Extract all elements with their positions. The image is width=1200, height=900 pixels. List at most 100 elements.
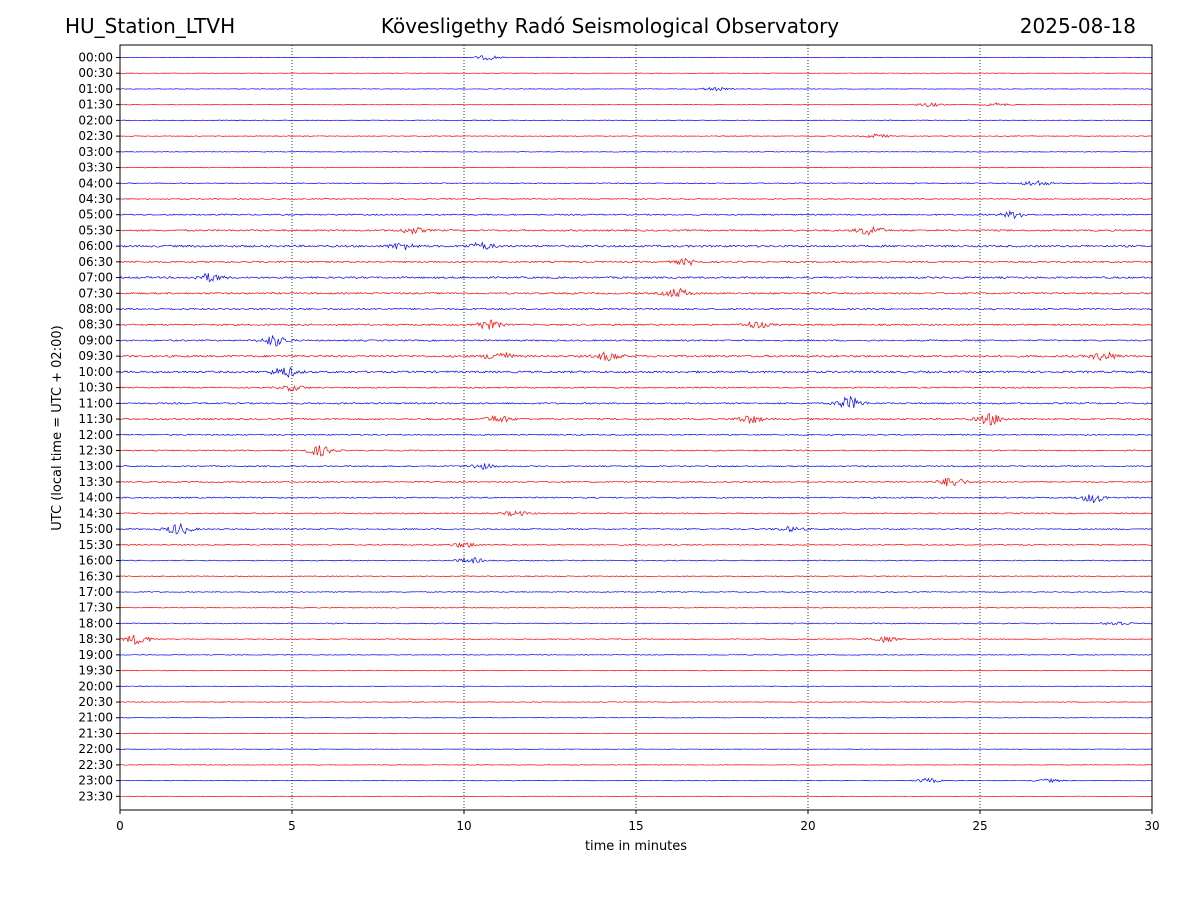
trace-0600	[119, 241, 1153, 251]
row-label-1830: 18:30	[78, 632, 113, 646]
trace-1100	[119, 395, 1153, 409]
row-label-0330: 03:30	[78, 161, 113, 175]
row-label-2330: 23:30	[78, 789, 113, 803]
x-tick-label: 10	[456, 819, 471, 833]
trace-1730	[119, 606, 1153, 609]
trace-0630	[119, 257, 1153, 267]
trace-0000	[119, 55, 1153, 61]
trace-1200	[119, 433, 1153, 436]
x-axis-label: time in minutes	[585, 839, 687, 854]
trace-0930	[119, 351, 1153, 362]
x-tick-label: 30	[1144, 819, 1159, 833]
row-label-1400: 14:00	[78, 491, 113, 505]
trace-0700	[119, 272, 1153, 283]
row-label-0630: 06:30	[78, 255, 113, 269]
row-label-1730: 17:30	[78, 601, 113, 615]
trace-0230	[119, 133, 1153, 139]
trace-0830	[119, 319, 1153, 330]
row-label-0600: 06:00	[78, 239, 113, 253]
x-tick-label: 5	[288, 819, 296, 833]
trace-2100	[119, 717, 1153, 719]
trace-1530	[119, 542, 1153, 548]
row-label-1800: 18:00	[78, 616, 113, 630]
trace-0300	[119, 151, 1153, 153]
plot-date: 2025-08-18	[1019, 14, 1136, 38]
trace-1900	[119, 654, 1153, 656]
trace-1800	[119, 621, 1153, 626]
row-label-1530: 15:30	[78, 538, 113, 552]
station-name: HU_Station_LTVH	[65, 14, 236, 38]
trace-2230	[119, 764, 1153, 766]
row-label-0200: 02:00	[78, 113, 113, 127]
trace-1630	[119, 575, 1153, 578]
row-label-0700: 07:00	[78, 271, 113, 285]
observatory-title: Kövesligethy Radó Seismological Observat…	[380, 14, 840, 38]
row-label-0230: 02:30	[78, 129, 113, 143]
row-label-0300: 03:00	[78, 145, 113, 159]
trace-0500	[119, 209, 1153, 220]
trace-2030	[119, 701, 1153, 703]
y-axis-label: UTC (local time = UTC + 02:00)	[50, 325, 65, 530]
row-label-2030: 20:30	[78, 695, 113, 709]
row-label-2300: 23:00	[78, 774, 113, 788]
row-label-0400: 04:00	[78, 176, 113, 190]
row-label-0800: 08:00	[78, 302, 113, 316]
row-label-0430: 04:30	[78, 192, 113, 206]
row-label-1330: 13:30	[78, 475, 113, 489]
trace-1500	[119, 522, 1153, 535]
trace-1930	[119, 669, 1153, 672]
row-label-0130: 01:30	[78, 98, 113, 112]
row-label-2100: 21:00	[78, 711, 113, 725]
trace-2000	[119, 685, 1153, 687]
trace-2130	[119, 732, 1153, 735]
row-label-1900: 19:00	[78, 648, 113, 662]
trace-0330	[119, 166, 1153, 169]
row-label-1230: 12:30	[78, 444, 113, 458]
row-label-1200: 12:00	[78, 428, 113, 442]
row-label-1600: 16:00	[78, 554, 113, 568]
trace-0130	[119, 102, 1153, 108]
trace-1230	[119, 445, 1153, 457]
row-label-0500: 05:00	[78, 208, 113, 222]
trace-0400	[119, 180, 1153, 187]
trace-1330	[119, 477, 1153, 487]
row-label-2130: 21:30	[78, 726, 113, 740]
trace-0800	[119, 307, 1153, 311]
trace-1000	[119, 366, 1153, 378]
row-label-1630: 16:30	[78, 569, 113, 583]
x-tick-label: 20	[800, 819, 815, 833]
trace-0530	[119, 225, 1153, 236]
row-label-0100: 01:00	[78, 82, 113, 96]
trace-0900	[119, 334, 1153, 347]
row-label-0900: 09:00	[78, 333, 113, 347]
trace-1700	[119, 591, 1153, 593]
x-tick-label: 15	[628, 819, 643, 833]
row-label-0930: 09:30	[78, 349, 113, 363]
trace-0730	[119, 287, 1153, 298]
row-label-1430: 14:30	[78, 506, 113, 520]
x-tick-label: 0	[116, 819, 124, 833]
trace-1130	[119, 412, 1153, 426]
trace-0100	[119, 86, 1153, 92]
trace-1400	[119, 494, 1153, 504]
x-axis-ticks: 0 5 10 15 20 25 30	[116, 810, 1160, 833]
row-label-1930: 19:30	[78, 664, 113, 678]
trace-0200	[119, 119, 1153, 122]
row-label-1700: 17:00	[78, 585, 113, 599]
trace-1030	[119, 385, 1153, 392]
trace-1430	[119, 510, 1153, 517]
row-label-1100: 11:00	[78, 396, 113, 410]
row-label-2230: 22:30	[78, 758, 113, 772]
row-label-0000: 00:00	[78, 51, 113, 65]
x-tick-label: 25	[972, 819, 987, 833]
trace-1830	[119, 634, 1153, 645]
row-label-1500: 15:00	[78, 522, 113, 536]
row-label-2000: 20:00	[78, 679, 113, 693]
row-label-1300: 13:00	[78, 459, 113, 473]
row-label-1030: 10:30	[78, 381, 113, 395]
row-label-2200: 22:00	[78, 742, 113, 756]
trace-1600	[119, 556, 1153, 564]
seismic-traces	[119, 55, 1153, 797]
